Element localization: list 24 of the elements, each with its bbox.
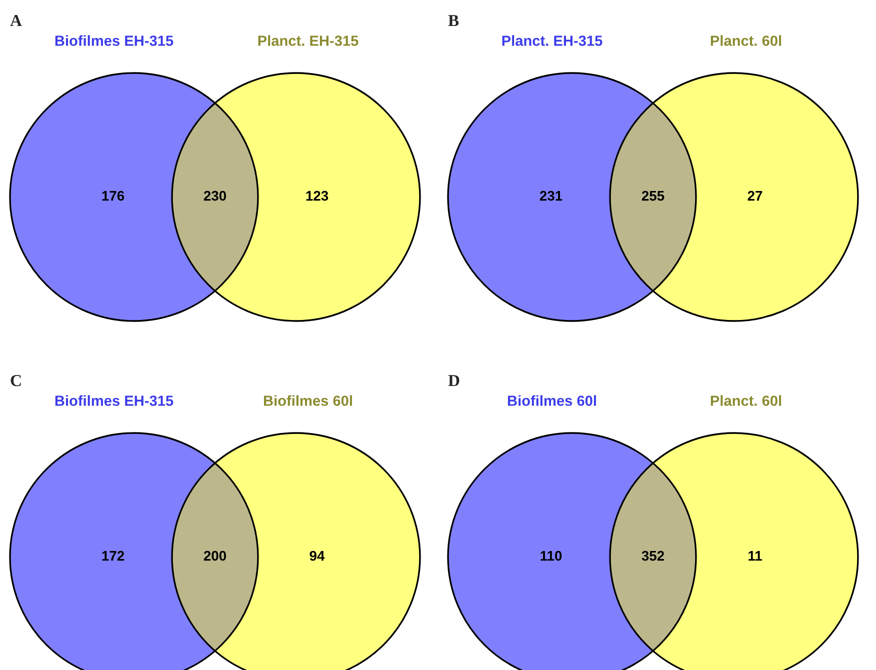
text: Planct. 60l <box>710 35 782 46</box>
text: Planct. EH-315 <box>258 35 358 46</box>
text: B <box>448 15 459 26</box>
text: Biofilmes EH-315 <box>55 395 174 406</box>
text: C <box>10 374 21 386</box>
data-label: 230 <box>204 190 226 201</box>
data-label: 94 <box>310 550 325 561</box>
data-label: 255 <box>642 190 664 201</box>
text: Planct. 60l <box>710 395 782 406</box>
data-label: 27 <box>748 190 762 201</box>
data-label: 11 <box>748 551 762 561</box>
data-label: 172 <box>102 550 124 561</box>
data-label: 231 <box>540 190 562 201</box>
data-label: 352 <box>642 550 664 561</box>
data-label: 176 <box>102 190 124 201</box>
data-label: 123 <box>306 190 328 201</box>
text: Biofilmes EH-315 <box>55 35 174 46</box>
data-label: 110 <box>540 550 562 561</box>
text: Planct. EH-315 <box>502 35 602 46</box>
text: D <box>448 375 460 386</box>
text: Biofilmes 60l <box>508 395 596 406</box>
text: A <box>10 15 22 26</box>
data-label: 200 <box>204 550 226 561</box>
text: Biofilmes 60l <box>264 395 352 406</box>
